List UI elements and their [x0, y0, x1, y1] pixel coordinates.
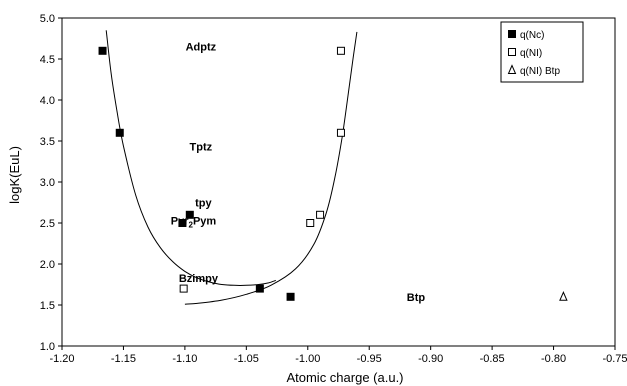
y-tick-label: 1.5 — [40, 300, 55, 312]
x-tick-label: -0.90 — [418, 353, 443, 365]
annotation-tptz: Tptz — [190, 142, 213, 154]
point-qni — [316, 210, 325, 219]
point-qnc — [255, 284, 264, 293]
point-qnc — [98, 46, 107, 55]
legend: q(Nc) q(NI) q(NI) Btp — [500, 21, 584, 83]
legend-entry: q(Nc) — [520, 30, 544, 41]
point-qnc — [286, 292, 295, 301]
y-tick-label: 2.5 — [40, 218, 55, 230]
legend-marker — [508, 30, 516, 38]
x-tick-label: -0.85 — [480, 353, 505, 365]
x-tick-label: -0.95 — [357, 353, 382, 365]
legend-entry: q(NI) — [520, 48, 542, 59]
y-tick-label: 5.0 — [40, 13, 55, 25]
annotation-bzimpy: Bzimpy — [179, 273, 219, 285]
x-tick-label: -0.80 — [541, 353, 566, 365]
point-qnc — [185, 210, 194, 219]
data-points — [98, 46, 568, 301]
point-qni — [306, 219, 315, 227]
annotation-pyr2pym: Pyr2Pym — [171, 216, 217, 230]
legend-entry: q(NI) Btp — [520, 66, 560, 77]
annotation-tpy: tpy — [195, 198, 212, 210]
ticks: -1.20 -1.15 -1.10 -1.05 -1.00 -0.95 -0.90 -0.85… — [40, 13, 627, 365]
point-qni — [179, 284, 188, 293]
point-qnc — [178, 219, 187, 227]
y-tick-label: 1.0 — [40, 341, 55, 353]
fit-curve-qni — [184, 31, 358, 305]
y-tick-label: 2.0 — [40, 259, 55, 271]
annotation-adptz: Adptz — [186, 42, 217, 54]
point-qnc — [115, 128, 124, 137]
y-tick-label: 3.5 — [40, 136, 55, 148]
y-axis-title: logK(EuL) — [7, 146, 22, 204]
x-axis-title: Atomic charge (a.u.) — [286, 370, 403, 385]
legend-marker — [508, 48, 516, 56]
x-tick-label: -1.05 — [234, 353, 259, 365]
x-tick-label: -0.75 — [602, 353, 627, 365]
point-qni — [336, 46, 345, 55]
y-tick-label: 4.0 — [40, 95, 55, 107]
point-annotations: Adptz Tptz tpy Bzimpy Btp Pyr2Pym — [171, 42, 426, 304]
fit-curves — [105, 30, 358, 305]
point-qni — [336, 128, 345, 137]
x-tick-label: -1.00 — [295, 353, 320, 365]
x-tick-label: -1.20 — [49, 353, 74, 365]
annotation-btp: Btp — [407, 292, 426, 304]
x-tick-label: -1.10 — [172, 353, 197, 365]
legend-marker — [507, 64, 517, 74]
x-tick-label: -1.15 — [111, 353, 136, 365]
y-tick-label: 4.5 — [40, 54, 55, 66]
fit-curve-qnc — [105, 30, 276, 286]
y-tick-label: 3.0 — [40, 177, 55, 189]
point-qnibtp — [559, 291, 568, 301]
